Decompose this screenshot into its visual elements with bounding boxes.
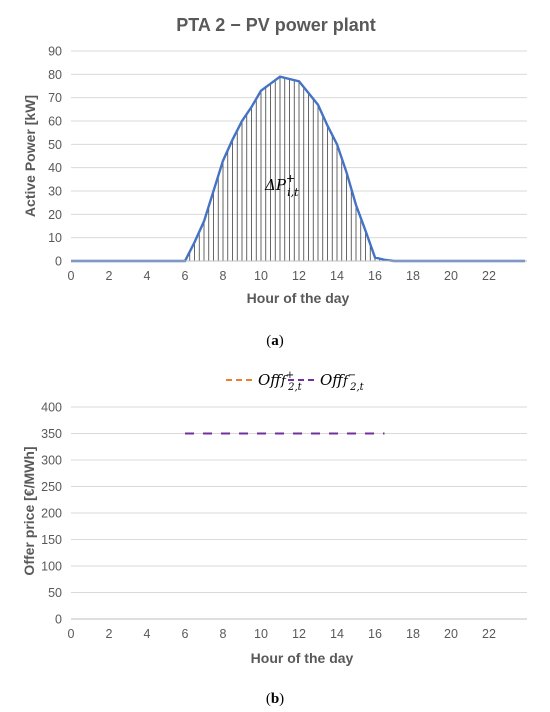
y-tick-labels: 0 10 20 30 40 50 60 70 80 90 [48, 45, 62, 269]
x-tick-label: 10 [254, 269, 268, 283]
y-tick-label: 0 [55, 255, 62, 269]
x-tick-label: 20 [444, 269, 458, 283]
x-tick-label: 12 [292, 627, 306, 641]
x-tick-label: 16 [368, 627, 382, 641]
x-tick-label: 4 [144, 627, 151, 641]
legend-label-off-plus: Offf+ 2,t [258, 370, 303, 393]
y-tick-label: 0 [55, 613, 62, 627]
x-tick-label: 6 [182, 627, 189, 641]
y-tick-label: 350 [41, 427, 62, 441]
x-tick-label: 18 [406, 627, 420, 641]
y-tick-label: 200 [41, 507, 62, 521]
y-tick-label: 400 [41, 401, 62, 415]
x-tick-label: 12 [292, 269, 306, 283]
y-tick-label: 50 [48, 586, 62, 600]
y-axis-label: Offer price [€/MWh] [21, 446, 37, 575]
x-tick-label: 8 [220, 627, 227, 641]
x-tick-label: 16 [368, 269, 382, 283]
power-series-line [71, 75, 526, 263]
x-tick-label: 14 [330, 627, 344, 641]
delta-p-annotation: ΔP+ i,t [264, 172, 299, 199]
y-tick-label: 250 [41, 480, 62, 494]
y-tick-label: 80 [48, 68, 62, 82]
y-axis-label: Active Power [kW] [22, 95, 38, 217]
energy-hatch-area [189, 76, 381, 261]
x-tick-label: 0 [68, 269, 75, 283]
y-tick-label: 10 [48, 231, 62, 245]
x-tick-label: 18 [406, 269, 420, 283]
legend: Offf+ 2,t Offf− 2,t [226, 370, 365, 393]
x-tick-labels: 0 2 4 6 8 10 12 14 16 18 20 22 [68, 627, 496, 641]
x-tick-label: 4 [144, 269, 151, 283]
x-tick-label: 2 [106, 269, 113, 283]
x-tick-label: 10 [254, 627, 268, 641]
y-tick-label: 100 [41, 560, 62, 574]
y-tick-label: 30 [48, 185, 62, 199]
y-tick-label: 150 [41, 533, 62, 547]
y-gridlines [71, 406, 527, 593]
y-tick-label: 300 [41, 454, 62, 468]
x-axis-label: Hour of the day [247, 290, 350, 306]
caption-a: (a) [266, 333, 284, 349]
y-tick-label: 70 [48, 91, 62, 105]
x-tick-labels: 0 2 4 6 8 10 12 14 16 18 20 22 [68, 269, 496, 283]
caption-b: (b) [265, 691, 285, 707]
x-tick-label: 2 [106, 627, 113, 641]
y-tick-label: 20 [48, 208, 62, 222]
y-tick-label: 90 [48, 45, 62, 59]
x-tick-label: 6 [182, 269, 189, 283]
y-tick-label: 40 [48, 161, 62, 175]
x-tick-label: 22 [482, 269, 496, 283]
y-tick-labels: 0 50 100 150 200 250 300 350 400 [41, 401, 62, 627]
x-axis-label: Hour of the day [251, 650, 354, 666]
offer-price-chart: Offf+ 2,t Offf− 2,t 0501001502002503003504… [21, 370, 527, 666]
pv-power-chart: PTA 2 − PV power plant 01020304050607080… [22, 15, 527, 306]
legend-label-off-minus: Offf− 2,t [320, 370, 365, 393]
x-tick-label: 22 [482, 627, 496, 641]
y-tick-label: 50 [48, 138, 62, 152]
x-tick-label: 8 [220, 269, 227, 283]
chart-title: PTA 2 − PV power plant [176, 15, 376, 35]
x-tick-label: 14 [330, 269, 344, 283]
x-tick-label: 20 [444, 627, 458, 641]
x-tick-label: 0 [68, 627, 75, 641]
y-tick-label: 60 [48, 115, 62, 129]
